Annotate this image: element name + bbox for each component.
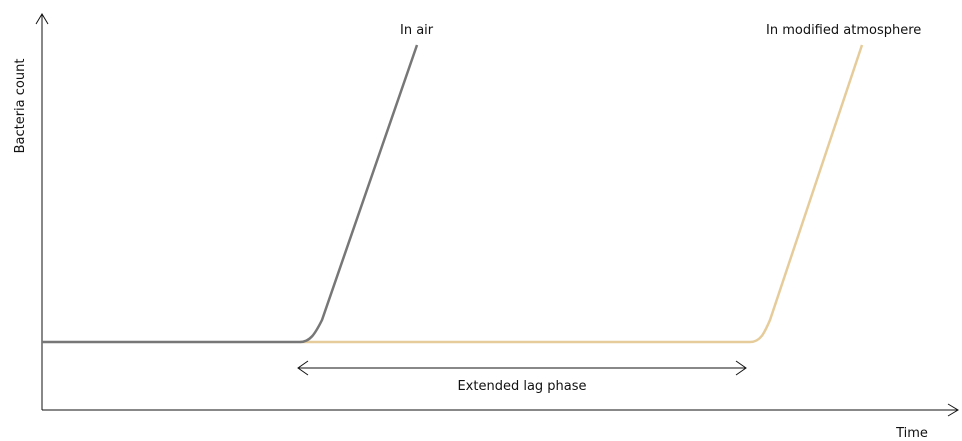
- y-axis-arrow: [35, 13, 49, 25]
- air-curve: [42, 44, 419, 344]
- x-axis-label: Time: [895, 426, 928, 441]
- lag-arrow-left: [297, 360, 309, 376]
- modified-atmosphere-curve: [300, 44, 864, 344]
- curve-label: In modified atmosphere: [766, 23, 921, 38]
- annotation: Extended lag phase: [457, 379, 586, 394]
- curve-label: In air: [400, 23, 434, 38]
- y-axis-label: Bacteria count: [13, 59, 28, 154]
- x-axis-arrow: [947, 403, 959, 417]
- lag-arrow-right: [735, 360, 747, 376]
